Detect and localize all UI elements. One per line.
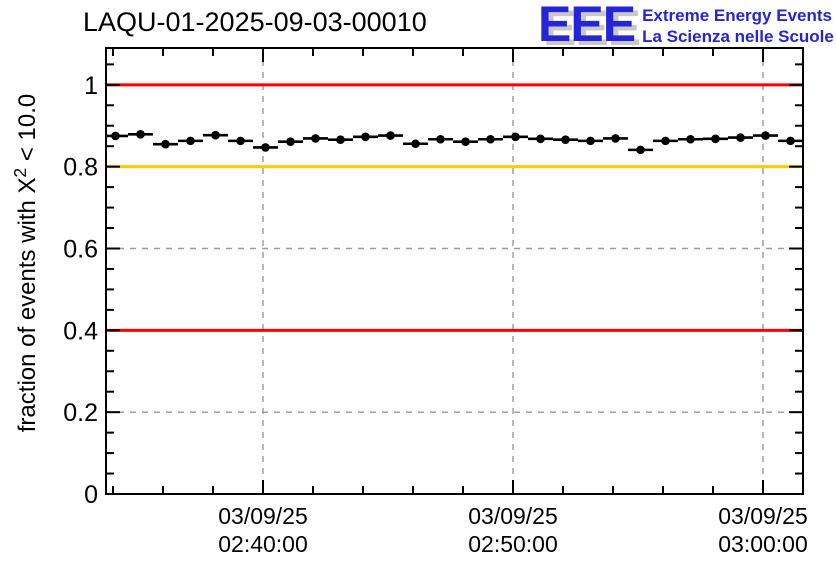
data-point: [628, 145, 653, 155]
reference-lines: [106, 83, 803, 332]
eee-logo-line1: Extreme Energy Events: [642, 6, 832, 25]
data-point: [178, 136, 203, 146]
data-point: [478, 134, 503, 144]
data-point: [678, 134, 703, 144]
data-point: [128, 130, 153, 139]
data-point: [778, 136, 802, 146]
svg-text:0.8: 0.8: [63, 154, 98, 182]
data-point: [653, 136, 678, 146]
data-point: [428, 134, 453, 144]
axis-tick-labels: 00.20.40.60.8103/09/2502:40:0003/09/2502…: [63, 72, 808, 557]
data-point: [203, 130, 228, 140]
data-point: [578, 136, 603, 146]
data-point: [403, 139, 428, 149]
data-point: [378, 131, 403, 140]
data-point: [753, 131, 778, 140]
data-point: [528, 134, 553, 144]
data-point: [328, 135, 353, 144]
axis-ticks: [106, 48, 803, 495]
svg-text:02:40:00: 02:40:00: [218, 531, 308, 557]
data-point: [728, 133, 753, 142]
eee-logo-acronym: EEE: [538, 0, 636, 52]
plot-frame: [105, 47, 804, 495]
data-point: [153, 139, 178, 149]
svg-text:0.4: 0.4: [63, 317, 98, 345]
svg-text:03/09/25: 03/09/25: [218, 503, 308, 529]
data-point: [553, 135, 578, 144]
data-point: [303, 134, 328, 143]
data-point: [353, 132, 378, 142]
data-point: [228, 136, 253, 146]
y-axis-title-suffix: < 10.0: [14, 93, 41, 168]
svg-text:0.2: 0.2: [63, 399, 98, 427]
eee-logo-line2: La Scienza nelle Scuole: [642, 27, 834, 46]
svg-text:02:50:00: 02:50:00: [468, 531, 558, 557]
data-point: [603, 134, 628, 143]
svg-text:03/09/25: 03/09/25: [468, 503, 558, 529]
y-axis-title: fraction of events with X2 < 10.0: [10, 94, 42, 432]
data-series: [107, 130, 802, 155]
data-point: [253, 143, 278, 152]
svg-text:1: 1: [84, 72, 98, 100]
gridlines: [106, 48, 803, 494]
eee-logo-text: Extreme Energy Events La Scienza nelle S…: [642, 5, 834, 47]
data-point: [453, 137, 478, 147]
data-point: [703, 134, 728, 144]
svg-text:0.6: 0.6: [63, 235, 98, 263]
svg-text:03/09/25: 03/09/25: [718, 503, 808, 529]
eee-logo: EEE Extreme Energy Events La Scienza nel…: [538, 0, 834, 52]
plot-title: LAQU-01-2025-09-03-00010: [83, 7, 427, 37]
svg-text:0: 0: [84, 481, 98, 509]
data-point: [107, 131, 128, 141]
data-point: [278, 137, 303, 147]
y-axis-title-superscript: 2: [10, 167, 30, 178]
svg-text:03:00:00: 03:00:00: [718, 531, 808, 557]
y-axis-title-prefix: fraction of events with X: [14, 177, 41, 433]
data-point: [503, 132, 528, 142]
